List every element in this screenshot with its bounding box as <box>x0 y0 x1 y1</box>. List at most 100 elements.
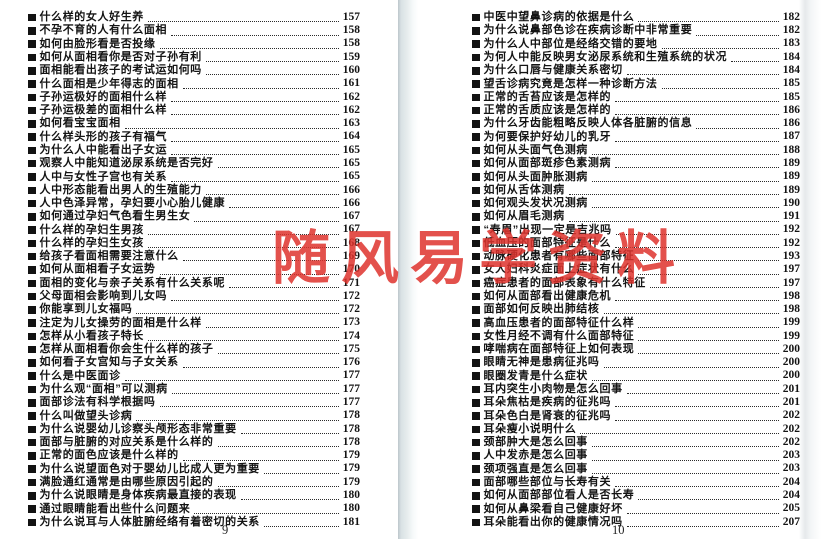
entry-page-number: 162 <box>342 103 360 116</box>
dot-leader <box>591 180 779 182</box>
toc-entry: 正常的舌质应该是怎样的 186 <box>472 104 800 117</box>
bullet-square-icon <box>472 425 480 434</box>
dot-leader <box>626 74 779 76</box>
entry-title: 颈部肿大是怎么回事 <box>483 436 588 449</box>
bullet-square-icon <box>28 213 36 221</box>
entry-page-number: 200 <box>782 342 800 355</box>
bullet-square-icon <box>472 40 480 48</box>
entry-page-number: 172 <box>342 289 360 302</box>
toc-entry: 如何看子女宫知与子女关系 176 <box>28 356 360 369</box>
entry-title: 耳朵能看出你的健康情况吗 <box>483 515 623 528</box>
entry-title: 什么样的孕妇生女孩 <box>39 236 144 249</box>
entry-title: 面部哪些部位与长寿有关 <box>483 475 612 488</box>
bullet-square-icon <box>28 492 36 500</box>
toc-entry: 为何人中能反映男女泌尿系统和生殖系统的状况 184 <box>472 51 800 64</box>
entry-page-number: 166 <box>342 196 360 209</box>
entry-page-number: 185 <box>782 90 800 103</box>
bullet-square-icon <box>28 27 36 35</box>
dot-leader <box>159 273 339 275</box>
page-gutter <box>398 0 418 539</box>
entry-title: 为何要保护好幼儿的乳牙 <box>483 130 612 143</box>
toc-entry: “寿眉”出现一定是吉兆吗 192 <box>472 224 800 237</box>
entry-title: 如何看宝宝面相 <box>39 117 121 130</box>
toc-entry: 面部如何反映出肺结核 198 <box>472 303 800 316</box>
entry-title: 面部诊法有科学根据吗 <box>39 396 156 409</box>
toc-entry: 为什么说眼睛是身体疾病最直接的表现 180 <box>28 489 360 502</box>
toc-entry: 人中与女性子宫也有关系 165 <box>28 170 360 183</box>
entry-page-number: 181 <box>342 515 360 528</box>
dot-leader <box>229 207 339 209</box>
toc-entry: 如何观头发状况测病 190 <box>472 197 800 210</box>
page-number-right: 10 <box>612 523 625 537</box>
dot-leader <box>217 167 339 169</box>
entry-title: 颈项强直是怎么回事 <box>483 462 588 475</box>
dot-leader <box>147 233 339 235</box>
bullet-square-icon <box>28 226 36 234</box>
dot-leader <box>124 379 339 381</box>
toc-entries-left: 什么样的女人好生养 157 不孕不育的人有什么面相 158 如何由脸形看是否投缘… <box>28 11 360 529</box>
entry-title: 什么样的孕妇生男孩 <box>39 223 144 236</box>
entry-title: 面相能看出孩子的考试运如何吗 <box>39 64 202 77</box>
entry-page-number: 197 <box>782 276 800 289</box>
bullet-square-icon <box>472 452 480 460</box>
toc-entry: 正常的舌苔应该是怎样的 185 <box>472 91 800 104</box>
entry-page-number: 178 <box>342 435 360 448</box>
bullet-square-icon <box>28 80 36 88</box>
entry-title: 哮喘病在面部特征上如何表现 <box>483 343 635 356</box>
toc-entry: 如何从头面气色测病 188 <box>472 144 800 157</box>
entry-title: 正常的面色应该是什么样的 <box>39 449 179 462</box>
dot-leader <box>638 273 779 275</box>
toc-entry: 什么是中医面诊 177 <box>28 370 360 383</box>
dot-leader <box>626 393 779 395</box>
bullet-square-icon <box>28 465 36 473</box>
bullet-square-icon <box>472 27 480 35</box>
entry-title: 为什么人中部位是经络交错的要地 <box>483 37 658 50</box>
entry-page-number: 202 <box>782 435 800 448</box>
entry-title: 为何人中能反映男女泌尿系统和生殖系统的状况 <box>483 50 728 63</box>
bullet-square-icon <box>472 478 480 487</box>
entry-title: 动脉硬化患者有哪些面部特征 <box>483 250 635 263</box>
entry-title: 人中与女性子宫也有关系 <box>39 170 168 183</box>
page-edge-shadow <box>799 0 824 539</box>
entry-page-number: 171 <box>342 276 360 289</box>
entry-page-number: 192 <box>782 236 800 249</box>
dot-leader <box>171 154 339 156</box>
entry-page-number: 167 <box>342 210 360 223</box>
toc-entry: 癌症患者的面部表象有什么特征 197 <box>472 277 800 290</box>
dot-leader <box>240 433 339 434</box>
bullet-square-icon <box>28 40 36 48</box>
dot-leader <box>182 366 339 368</box>
toc-entry: 面部诊法有科学根据吗 177 <box>28 396 360 409</box>
bullet-square-icon <box>472 186 480 195</box>
toc-entry: 什么样头形的孩子有福气 164 <box>28 131 360 144</box>
dot-leader <box>217 353 339 355</box>
dot-leader <box>638 353 779 355</box>
entry-page-number: 203 <box>782 462 800 475</box>
bullet-square-icon <box>472 93 480 102</box>
toc-entry: 为什么人中能看出子女运 165 <box>28 144 360 157</box>
entry-title: 如何从面相看你是否对子孙有利 <box>39 50 202 63</box>
entry-page-number: 207 <box>782 515 800 528</box>
entry-page-number: 186 <box>782 117 800 130</box>
entry-title: 面相的变化与亲子关系有什么关系呢 <box>39 276 226 289</box>
toc-entry: 子孙运极好的面相什么样 162 <box>28 91 360 104</box>
toc-entry: 如何通过孕妇气色看生男生女 167 <box>28 210 360 223</box>
entry-page-number: 158 <box>342 37 360 50</box>
entry-page-number: 200 <box>782 369 800 382</box>
bullet-square-icon <box>28 372 36 380</box>
toc-entry: 如何从面部看出健康危机 198 <box>472 290 800 303</box>
entry-title: 为什么说眼睛是身体疾病最直接的表现 <box>39 489 237 502</box>
dot-leader <box>136 419 339 421</box>
dot-leader <box>194 220 339 222</box>
entry-title: “寿眉”出现一定是吉兆吗 <box>483 223 612 236</box>
dot-leader <box>182 87 339 89</box>
dot-leader <box>731 61 779 63</box>
dot-leader <box>591 446 779 448</box>
bullet-square-icon <box>28 438 36 447</box>
entry-page-number: 166 <box>342 183 360 196</box>
dot-leader <box>615 247 779 249</box>
entry-page-number: 203 <box>782 449 800 462</box>
entry-title: 中医中望鼻诊病的依据是什么 <box>483 11 635 24</box>
bullet-square-icon <box>472 399 480 407</box>
entry-page-number: 177 <box>342 382 360 395</box>
